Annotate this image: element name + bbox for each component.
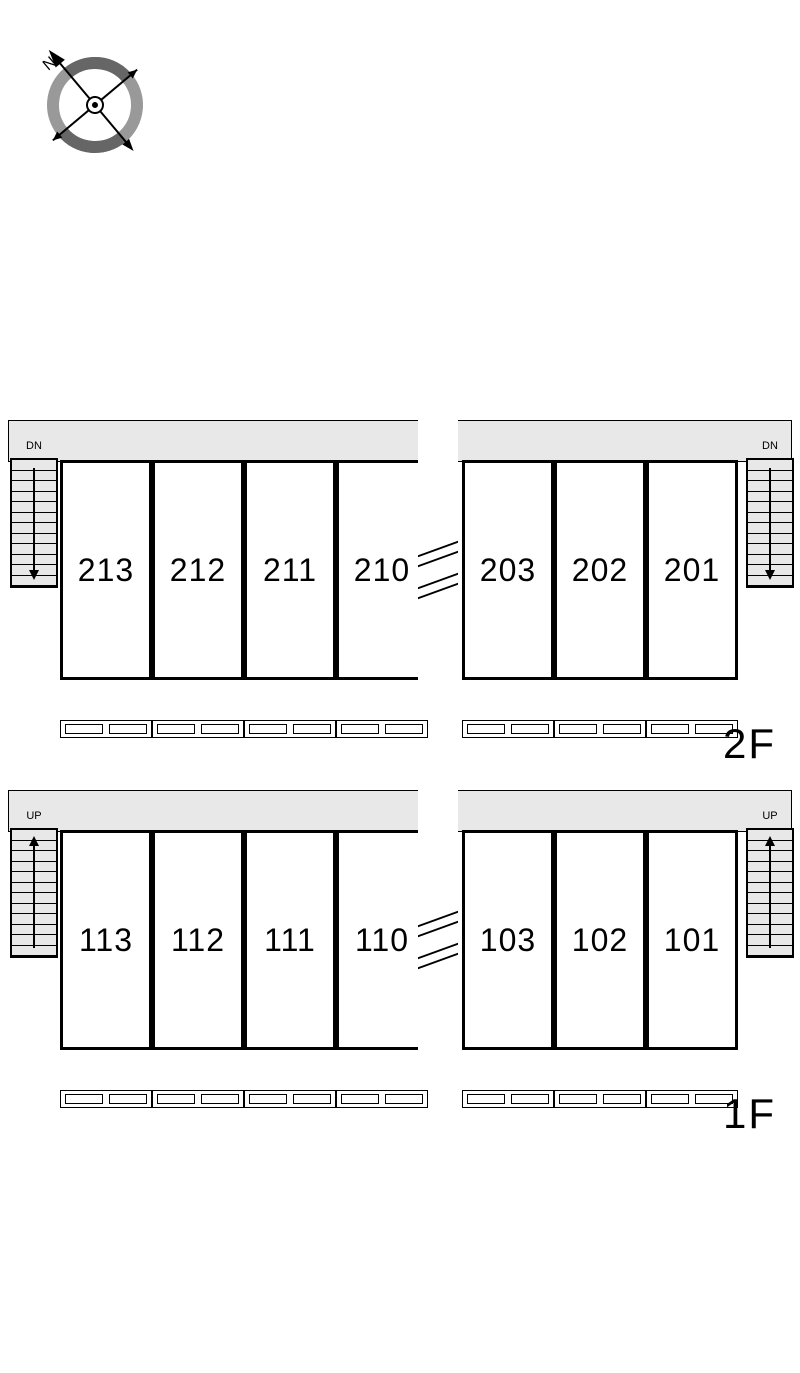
stairs-left: UP: [10, 828, 58, 958]
stairs-right: DN: [746, 458, 794, 588]
balcony: [336, 720, 428, 738]
unit-number: 110: [355, 922, 409, 959]
balcony: [554, 720, 646, 738]
balcony: [244, 720, 336, 738]
unit-number: 102: [572, 922, 628, 959]
unit-number: 103: [480, 922, 536, 959]
unit-211: 211: [244, 460, 336, 680]
corridor: [8, 790, 438, 832]
unit-112: 112: [152, 830, 244, 1050]
unit-110: 110: [336, 830, 428, 1050]
unit-number: 213: [78, 552, 134, 589]
unit-number: 101: [664, 922, 720, 959]
unit-number: 111: [264, 922, 316, 959]
unit-number: 212: [170, 552, 226, 589]
unit-201: 201: [646, 460, 738, 680]
unit-103: 103: [462, 830, 554, 1050]
corridor: [442, 790, 792, 832]
balcony: [152, 720, 244, 738]
unit-number: 203: [480, 552, 536, 589]
corridor: [442, 420, 792, 462]
unit-number: 113: [79, 922, 133, 959]
stairs-left: DN: [10, 458, 58, 588]
unit-210: 210: [336, 460, 428, 680]
balcony: [60, 1090, 152, 1108]
balcony: [336, 1090, 428, 1108]
unit-102: 102: [554, 830, 646, 1050]
arrow-down-icon: [33, 468, 35, 578]
stairs-label: DN: [26, 440, 42, 452]
arrow-up-icon: [769, 838, 771, 948]
unit-number: 211: [263, 552, 317, 589]
arrow-up-icon: [33, 838, 35, 948]
balcony: [152, 1090, 244, 1108]
stairs-right: UP: [746, 828, 794, 958]
corridor: [8, 420, 438, 462]
stairs-label: UP: [762, 810, 777, 822]
stairs-label: UP: [26, 810, 41, 822]
balcony: [244, 1090, 336, 1108]
unit-212: 212: [152, 460, 244, 680]
stairs-label: DN: [762, 440, 778, 452]
unit-111: 111: [244, 830, 336, 1050]
compass-icon: N: [20, 20, 170, 175]
unit-number: 112: [171, 922, 225, 959]
balcony: [60, 720, 152, 738]
balcony: [554, 1090, 646, 1108]
floor-label: 2F: [723, 720, 776, 768]
unit-202: 202: [554, 460, 646, 680]
unit-number: 202: [572, 552, 628, 589]
unit-203: 203: [462, 460, 554, 680]
unit-113: 113: [60, 830, 152, 1050]
unit-number: 210: [354, 552, 410, 589]
arrow-down-icon: [769, 468, 771, 578]
balcony: [462, 1090, 554, 1108]
unit-101: 101: [646, 830, 738, 1050]
section-break-icon: [418, 420, 458, 700]
balcony: [462, 720, 554, 738]
unit-number: 201: [664, 552, 720, 589]
section-break-icon: [418, 790, 458, 1070]
floor-label: 1F: [723, 1090, 776, 1138]
unit-213: 213: [60, 460, 152, 680]
